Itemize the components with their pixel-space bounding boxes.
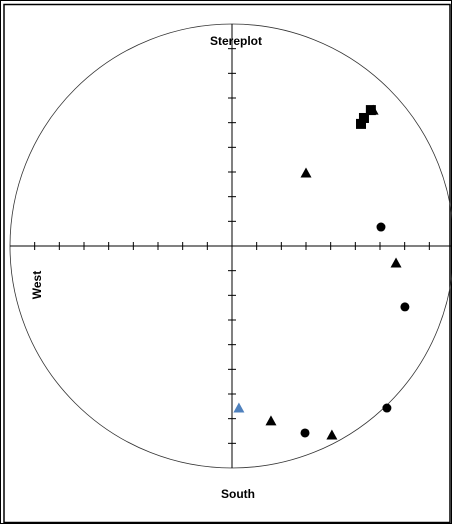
x-axis-label: South [221, 487, 255, 501]
inner-frame [3, 3, 451, 524]
plot-area [9, 23, 452, 469]
circle-point [382, 403, 392, 413]
triangle-point [326, 429, 338, 440]
y-axis-label: West [30, 271, 44, 299]
square-point [356, 118, 367, 129]
triangle-point [367, 104, 379, 115]
chart-title: Stereplot [210, 34, 262, 48]
triangle-point [300, 167, 312, 178]
triangle-point [265, 415, 277, 426]
square-point [358, 112, 369, 123]
circle-point [400, 302, 410, 312]
circle-point [300, 428, 310, 438]
circle-point [376, 222, 386, 232]
triangle-point [233, 402, 245, 413]
triangle-point [390, 257, 402, 268]
